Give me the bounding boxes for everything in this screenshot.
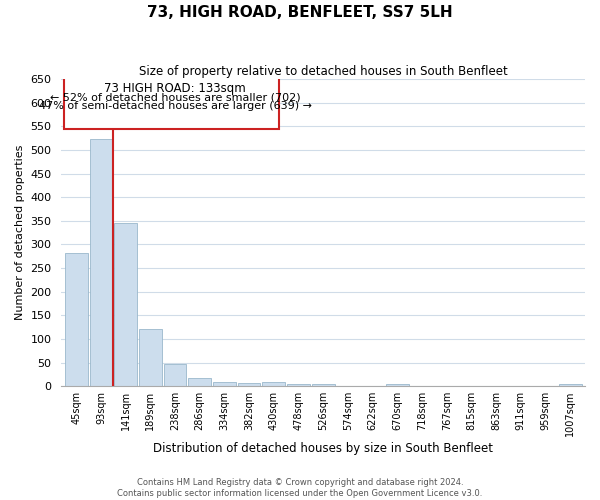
Bar	[213, 382, 236, 386]
Bar	[164, 364, 187, 386]
FancyBboxPatch shape	[64, 77, 279, 129]
Bar	[65, 253, 88, 386]
Bar	[139, 328, 161, 386]
Text: Contains HM Land Registry data © Crown copyright and database right 2024.
Contai: Contains HM Land Registry data © Crown c…	[118, 478, 482, 498]
Bar	[238, 383, 260, 386]
Bar	[386, 384, 409, 386]
Text: ← 52% of detached houses are smaller (702): ← 52% of detached houses are smaller (70…	[50, 92, 301, 102]
Bar	[262, 382, 285, 386]
Bar	[188, 378, 211, 386]
Text: 47% of semi-detached houses are larger (639) →: 47% of semi-detached houses are larger (…	[38, 102, 311, 112]
Bar	[287, 384, 310, 386]
Bar	[89, 138, 112, 386]
Title: Size of property relative to detached houses in South Benfleet: Size of property relative to detached ho…	[139, 65, 508, 78]
Bar	[312, 384, 335, 386]
X-axis label: Distribution of detached houses by size in South Benfleet: Distribution of detached houses by size …	[153, 442, 493, 455]
Text: 73, HIGH ROAD, BENFLEET, SS7 5LH: 73, HIGH ROAD, BENFLEET, SS7 5LH	[147, 5, 453, 20]
Text: 73 HIGH ROAD: 133sqm: 73 HIGH ROAD: 133sqm	[104, 82, 246, 96]
Y-axis label: Number of detached properties: Number of detached properties	[15, 145, 25, 320]
Bar	[559, 384, 581, 386]
Bar	[114, 223, 137, 386]
